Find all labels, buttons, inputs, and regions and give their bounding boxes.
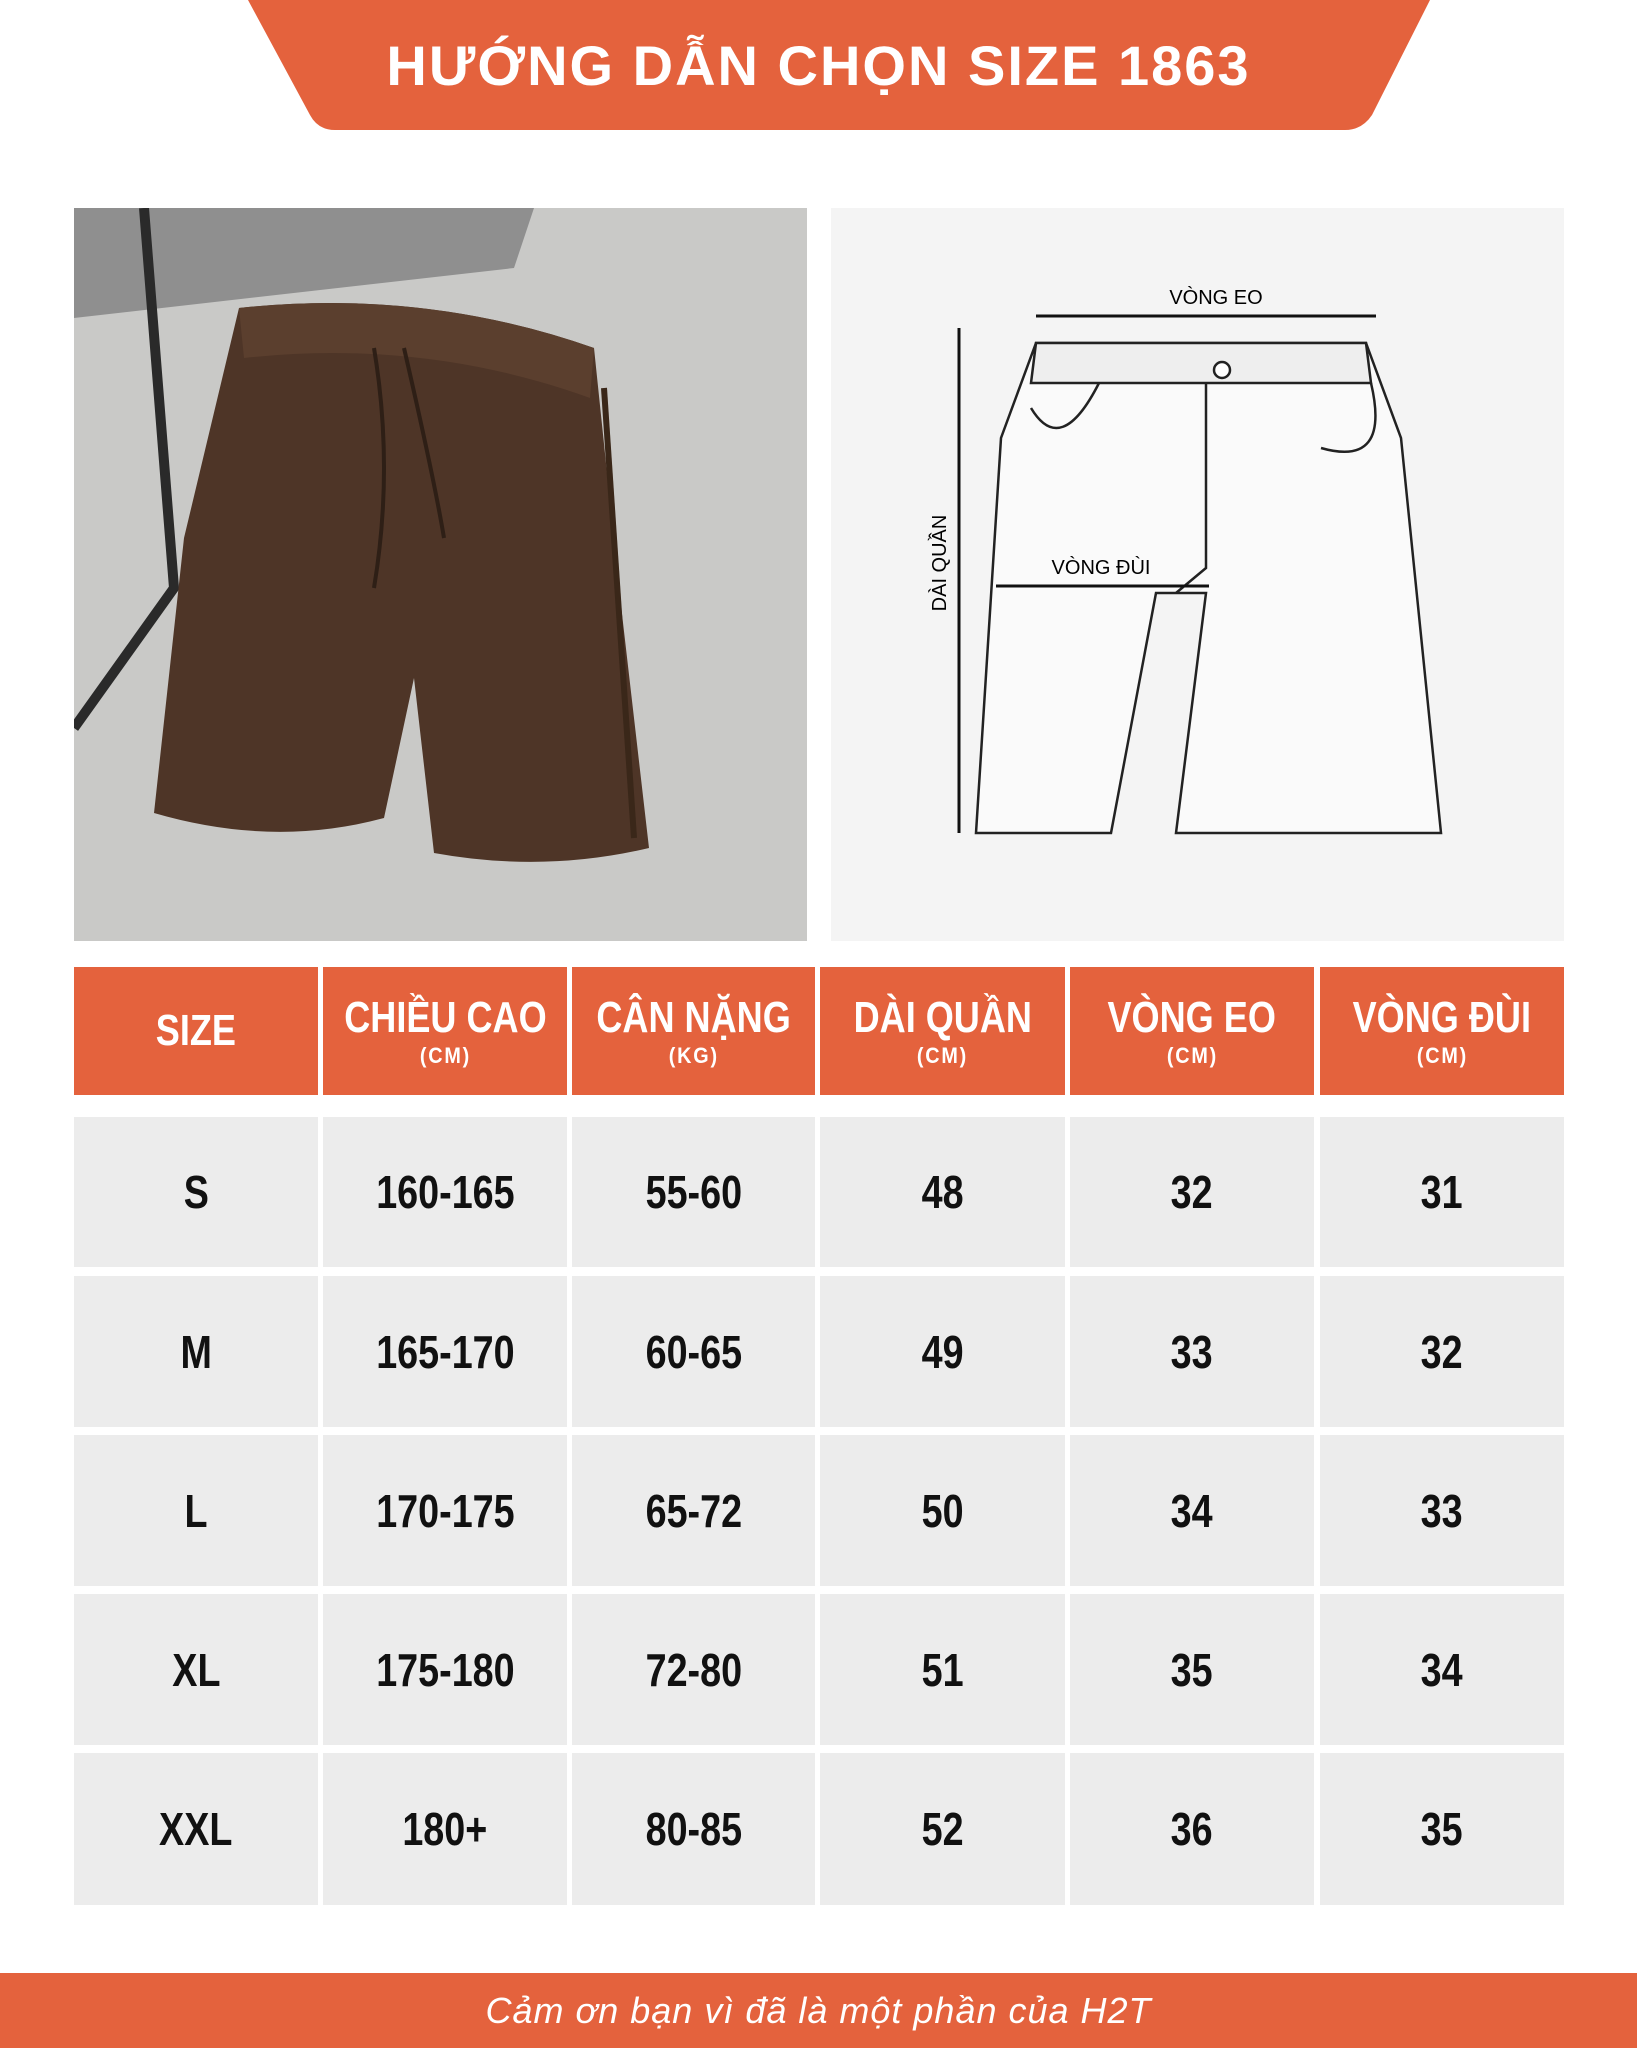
- table-cell: 80-85: [572, 1753, 815, 1905]
- column-header: CHIỀU CAO (CM): [323, 967, 567, 1095]
- cell-text: 35: [1421, 1803, 1463, 1855]
- column-header: DÀI QUẦN (CM): [820, 967, 1065, 1095]
- table-cell: 32: [1070, 1117, 1314, 1267]
- cell-text: S: [183, 1166, 209, 1218]
- column-label: SIZE: [155, 1006, 237, 1055]
- table-cell: 33: [1070, 1276, 1314, 1427]
- table-cell: 35: [1320, 1753, 1564, 1905]
- thigh-label: VÒNG ĐÙI: [1052, 556, 1151, 579]
- footer: Cảm ơn bạn vì đã là một phần của H2T: [0, 1973, 1637, 2048]
- column-unit: (CM): [1416, 1043, 1468, 1068]
- table-cell: 165-170: [323, 1276, 567, 1427]
- table-cell: 170-175: [323, 1435, 567, 1586]
- table-cell: 34: [1320, 1594, 1564, 1745]
- cell-text: 48: [921, 1166, 964, 1218]
- table-cell: 180+: [323, 1753, 567, 1905]
- table-cell: 50: [820, 1435, 1065, 1586]
- table-cell: 72-80: [572, 1594, 815, 1745]
- table-cell: 175-180: [323, 1594, 567, 1745]
- cell-text: XL: [171, 1643, 221, 1696]
- column-label: CÂN NẶNG: [596, 993, 791, 1042]
- table-cell: 34: [1070, 1435, 1314, 1586]
- cell-text: 32: [1171, 1166, 1213, 1218]
- cell-text: L: [184, 1484, 208, 1537]
- cell-text: 170-175: [375, 1484, 515, 1537]
- cell-text: 33: [1421, 1484, 1463, 1537]
- cell-text: 72-80: [645, 1643, 742, 1696]
- cell-text: 80-85: [645, 1803, 742, 1855]
- table-cell: 32: [1320, 1276, 1564, 1427]
- table-cell: 65-72: [572, 1435, 815, 1586]
- cell-text: M: [180, 1325, 212, 1378]
- product-photo: [74, 208, 807, 941]
- waist-label: VÒNG EO: [1169, 286, 1262, 309]
- cell-text: 32: [1421, 1325, 1463, 1378]
- column-header: SIZE: [74, 967, 318, 1095]
- cell-text: 34: [1421, 1643, 1463, 1696]
- cell-text: 165-170: [375, 1325, 515, 1378]
- table-cell: 48: [820, 1117, 1065, 1267]
- table-cell: 160-165: [323, 1117, 567, 1267]
- cell-text: 49: [921, 1325, 964, 1378]
- cell-text: 50: [921, 1484, 964, 1537]
- table-cell: 55-60: [572, 1117, 815, 1267]
- cell-text: 65-72: [645, 1484, 742, 1537]
- table-cell: 36: [1070, 1753, 1314, 1905]
- table-cell: 33: [1320, 1435, 1564, 1586]
- cell-text: 33: [1171, 1325, 1213, 1378]
- column-label: CHIỀU CAO: [343, 993, 547, 1042]
- table-cell: L: [74, 1435, 318, 1586]
- table-cell: S: [74, 1117, 318, 1267]
- cell-text: 160-165: [375, 1166, 515, 1218]
- column-unit: (CM): [916, 1043, 969, 1068]
- table-cell: 35: [1070, 1594, 1314, 1745]
- cell-text: XXL: [159, 1803, 233, 1855]
- table-cell: 60-65: [572, 1276, 815, 1427]
- length-label: DÀI QUẦN: [928, 515, 951, 612]
- column-label: VÒNG ĐÙI: [1352, 993, 1532, 1042]
- cell-text: 52: [921, 1803, 964, 1855]
- cell-text: 51: [921, 1643, 964, 1696]
- title-banner: [248, 0, 1430, 130]
- measurement-diagram: VÒNG EO VÒNG ĐÙI DÀI QUẦN: [831, 208, 1564, 941]
- title: HƯỚNG DẪN CHỌN SIZE 1863: [386, 33, 1251, 97]
- cell-text: 55-60: [645, 1166, 742, 1218]
- column-label: VÒNG EO: [1107, 993, 1277, 1042]
- cell-text: 34: [1171, 1484, 1213, 1537]
- column-unit: (CM): [419, 1043, 471, 1068]
- column-header: VÒNG EO (CM): [1070, 967, 1314, 1095]
- cell-text: 35: [1171, 1643, 1213, 1696]
- cell-text: 36: [1171, 1803, 1213, 1855]
- table-cell: XXL: [74, 1753, 318, 1905]
- cell-text: 175-180: [375, 1643, 515, 1696]
- table-cell: XL: [74, 1594, 318, 1745]
- cell-text: 31: [1421, 1166, 1463, 1218]
- column-unit: (KG): [668, 1043, 719, 1068]
- table-cell: 51: [820, 1594, 1065, 1745]
- column-header: VÒNG ĐÙI (CM): [1320, 967, 1564, 1095]
- table-cell: M: [74, 1276, 318, 1427]
- cell-text: 60-65: [645, 1325, 742, 1378]
- column-label: DÀI QUẦN: [853, 993, 1032, 1042]
- cell-text: 180+: [402, 1803, 488, 1855]
- table-cell: 49: [820, 1276, 1065, 1427]
- table-cell: 31: [1320, 1117, 1564, 1267]
- table-cell: 52: [820, 1753, 1065, 1905]
- column-unit: (CM): [1166, 1043, 1218, 1068]
- column-header: CÂN NẶNG (KG): [572, 967, 815, 1095]
